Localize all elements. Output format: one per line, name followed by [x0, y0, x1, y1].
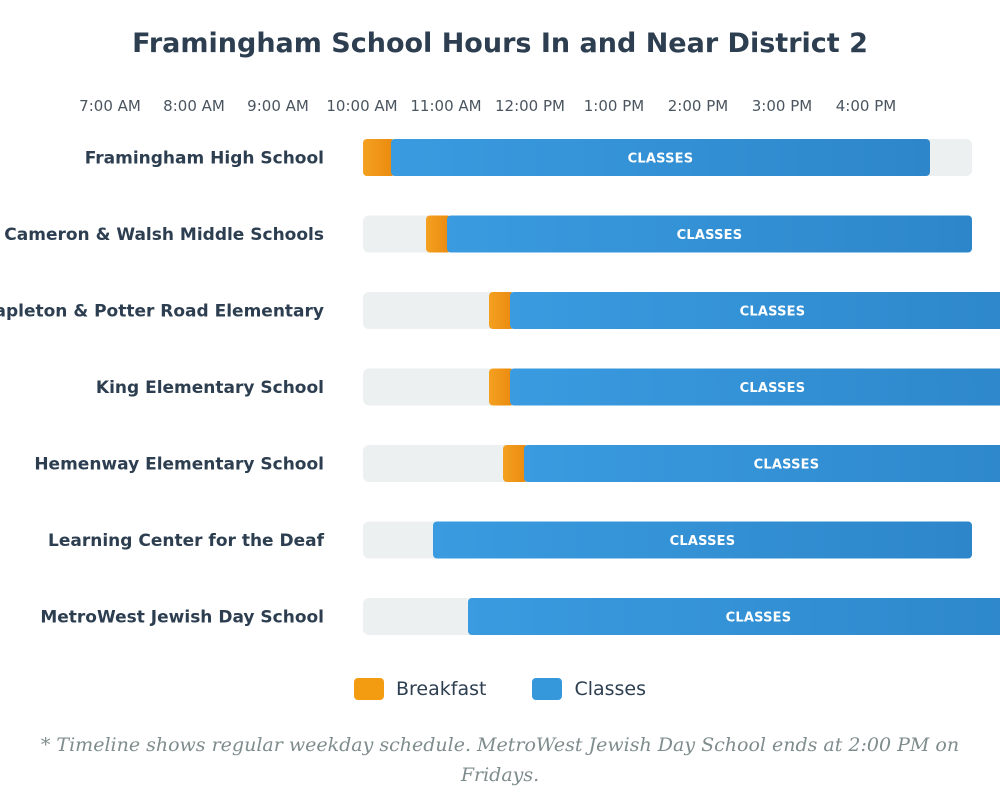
row-label: Hemenway Elementary School: [34, 455, 324, 475]
classes-bar: [391, 139, 930, 176]
breakfast-bar: [489, 368, 514, 406]
classes-bar: [447, 215, 972, 253]
schedule-row: Stapleton & Potter Road Elementary CLASSE…: [0, 292, 1000, 329]
x-tick-label: 10:00 AM: [326, 97, 397, 115]
x-tick-label: 2:00 PM: [668, 97, 728, 115]
schedule-row: Learning Center for the Deaf CLASSES: [48, 521, 972, 559]
x-tick-label: 1:00 PM: [584, 97, 644, 115]
classes-bar-label: CLASSES: [726, 611, 792, 626]
x-tick-label: 3:00 PM: [752, 97, 812, 115]
x-tick-label: 11:00 AM: [410, 97, 481, 115]
legend-item-breakfast: Breakfast: [353, 678, 487, 700]
classes-bar-label: CLASSES: [754, 458, 820, 473]
row-label: MetroWest Jewish Day School: [40, 608, 324, 628]
row-label: Learning Center for the Deaf: [48, 531, 325, 551]
schedule-row: Cameron & Walsh Middle Schools CLASSES: [4, 215, 972, 253]
row-label: King Elementary School: [96, 378, 324, 398]
legend-label-classes: Classes: [574, 678, 647, 700]
legend-swatch-classes: [532, 678, 563, 700]
schedule-row: Hemenway Elementary School CLASSES: [34, 445, 1000, 482]
breakfast-bar: [426, 215, 451, 253]
classes-bar-label: CLASSES: [677, 228, 743, 243]
chart-footnote: * Timeline shows regular weekday schedul…: [40, 734, 960, 786]
classes-bar-label: CLASSES: [740, 381, 806, 396]
schedule-row: MetroWest Jewish Day School CLASSES: [40, 598, 1000, 635]
classes-bar-label: CLASSES: [628, 152, 694, 167]
row-label: Framingham High School: [85, 149, 324, 169]
row-label: Cameron & Walsh Middle Schools: [4, 225, 324, 245]
x-tick-label: 4:00 PM: [836, 97, 896, 115]
schedule-row: King Elementary School CLASSES: [96, 368, 1000, 406]
chart-title: Framingham School Hours In and Near Dist…: [132, 28, 868, 59]
classes-bar: [510, 368, 1000, 406]
breakfast-bar: [363, 139, 395, 176]
schedule-chart: 7:00 AM 8:00 AM 9:00 AM 10:00 AM 11:00 AM 12:…: [0, 97, 1000, 635]
classes-bar: [510, 292, 1000, 329]
classes-bar-label: CLASSES: [670, 534, 736, 549]
classes-bar: [433, 521, 972, 559]
x-tick-label: 8:00 AM: [163, 97, 225, 115]
schedule-row: Framingham High School CLASSES: [85, 139, 972, 176]
legend-label-breakfast: Breakfast: [395, 678, 487, 700]
x-tick-label: 9:00 AM: [247, 97, 309, 115]
x-tick-label: 7:00 AM: [79, 97, 141, 115]
legend-item-classes: Classes: [532, 678, 646, 700]
breakfast-bar: [503, 445, 528, 482]
row-label: Stapleton & Potter Road Elementary: [0, 302, 324, 322]
breakfast-bar: [489, 292, 514, 329]
chart-legend: Breakfast Classes: [0, 678, 1000, 700]
legend-swatch-breakfast: [353, 678, 384, 700]
classes-bar-label: CLASSES: [740, 305, 806, 320]
x-tick-label: 12:00 PM: [495, 97, 565, 115]
classes-bar: [468, 598, 1000, 635]
classes-bar: [524, 445, 1000, 482]
